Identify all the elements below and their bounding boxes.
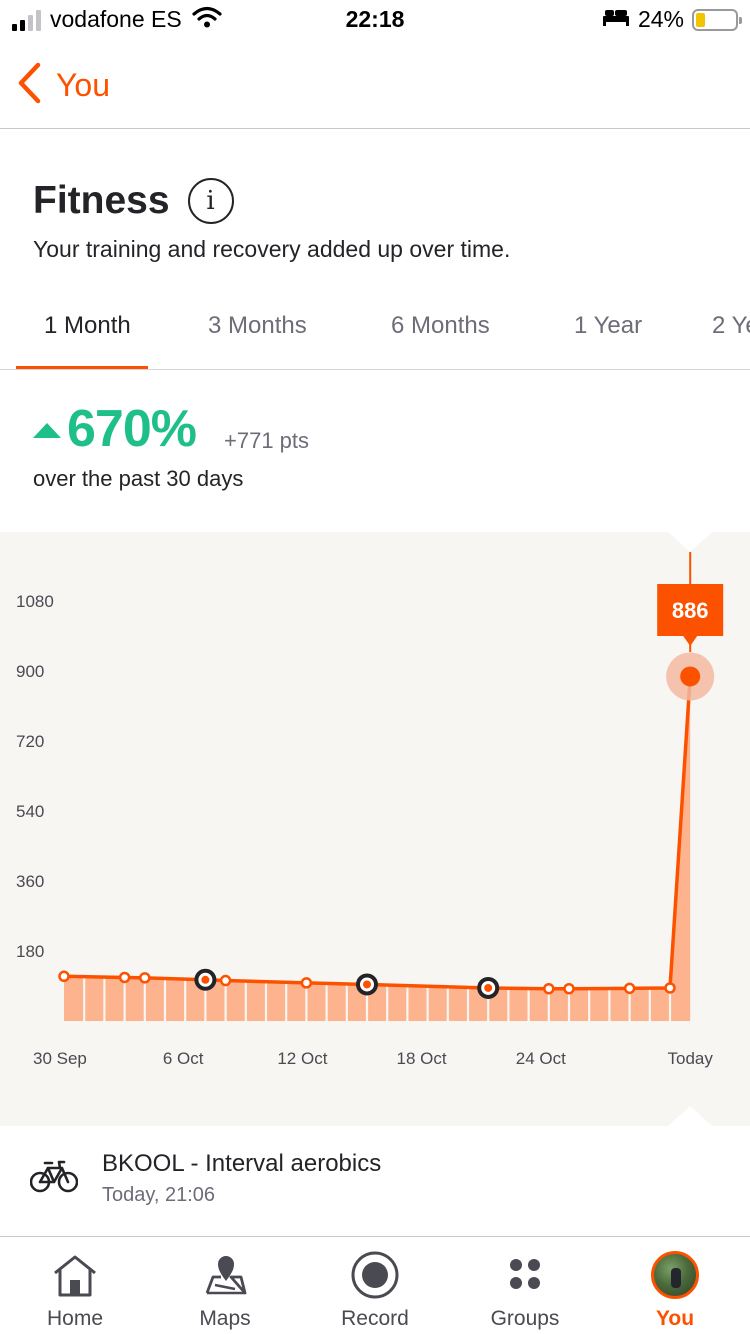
tab-2-years[interactable]: 2 Years <box>712 312 750 339</box>
active-tab-indicator <box>16 366 148 369</box>
y-tick-label: 540 <box>16 802 44 821</box>
y-tick-label: 720 <box>16 732 44 751</box>
tabbar-record[interactable]: Record <box>300 1237 450 1334</box>
status-bar: vodafone ES 22:18 24% <box>0 0 750 42</box>
tab-6-months[interactable]: 6 Months <box>391 312 490 339</box>
x-tick-label: 18 Oct <box>397 1049 447 1068</box>
y-tick-label: 900 <box>16 662 44 681</box>
area-fill <box>64 676 691 1021</box>
fitness-chart[interactable]: 1080 900 720 540 360 180 886 30 Sep 6 Oct 12 Oct 1… <box>0 532 750 1126</box>
tabbar-you-label: You <box>655 1307 695 1330</box>
x-tick-label: 24 Oct <box>516 1049 566 1068</box>
tabbar-groups[interactable]: Groups <box>450 1237 600 1334</box>
battery-icon <box>692 8 742 31</box>
back-label: You <box>56 67 110 103</box>
maps-icon <box>199 1249 251 1301</box>
data-point <box>118 971 131 984</box>
tooltip-box <box>657 584 724 636</box>
tab-1-month[interactable]: 1 Month <box>44 312 131 339</box>
tabbar-you[interactable]: You <box>600 1237 750 1334</box>
tabbar-record-label: Record <box>341 1307 409 1330</box>
data-point <box>623 982 636 995</box>
title-row: Fitness i <box>33 178 234 224</box>
selected-point <box>680 666 701 687</box>
x-tick-label: 30 Sep <box>33 1049 87 1068</box>
tabbar-maps[interactable]: Maps <box>150 1237 300 1334</box>
selection-notch-bottom <box>668 1106 713 1126</box>
battery-percent: 24% <box>637 6 684 32</box>
change-percent: 670% <box>67 400 197 458</box>
tabbar-groups-label: Groups <box>490 1307 560 1330</box>
groups-icon <box>499 1249 551 1301</box>
selection-notch-top <box>668 532 713 552</box>
tabbar-home-label: Home <box>46 1307 104 1330</box>
avatar <box>649 1249 701 1301</box>
tabbar-maps-label: Maps <box>199 1307 251 1330</box>
fitness-summary: 670% +771 pts over the past 30 days <box>33 398 309 492</box>
change-row: 670% +771 pts <box>33 398 309 460</box>
data-point <box>300 977 313 989</box>
nav-header: You <box>0 42 750 129</box>
info-symbol: i <box>206 186 215 216</box>
back-button[interactable]: You <box>16 62 110 109</box>
data-point <box>563 982 575 995</box>
x-tick-label: 6 Oct <box>163 1049 204 1068</box>
tab-1-year[interactable]: 1 Year <box>574 312 643 339</box>
signal-icon <box>12 9 41 31</box>
wifi-icon <box>192 6 222 33</box>
bed-icon <box>602 7 630 32</box>
x-tick-label: 12 Oct <box>277 1049 327 1068</box>
trend-up-icon <box>33 423 61 438</box>
tab-3-months[interactable]: 3 Months <box>208 312 307 339</box>
activity-time: Today, 21:06 <box>102 1184 216 1206</box>
range-tabs: 1 Month 3 Months 6 Months 1 Year 2 Years <box>0 292 750 370</box>
activity-point-core <box>363 980 371 989</box>
tabbar-home[interactable]: Home <box>0 1237 150 1334</box>
change-points: +771 pts <box>224 428 310 453</box>
y-tick-label: 180 <box>16 942 44 961</box>
data-point <box>543 982 555 995</box>
change-period: over the past 30 days <box>33 466 244 491</box>
data-point <box>139 972 151 984</box>
tooltip-value: 886 <box>672 598 709 623</box>
data-point <box>664 982 676 994</box>
bottom-tab-bar: Home Maps Record <box>0 1236 750 1334</box>
y-tick-label: 360 <box>16 872 44 891</box>
page-subtitle: Your training and recovery added up over… <box>33 236 511 262</box>
status-time: 22:18 <box>345 6 405 32</box>
bike-icon <box>29 1160 79 1199</box>
activity-point-core <box>201 975 210 984</box>
data-point <box>219 974 232 987</box>
page-title: Fitness <box>33 179 170 222</box>
status-left: vodafone ES <box>12 6 222 33</box>
x-tick-label: Today <box>668 1049 714 1068</box>
activity-point-core <box>484 983 493 992</box>
data-point <box>58 970 70 983</box>
fitness-chart-svg[interactable]: 1080 900 720 540 360 180 886 30 Sep 6 Oct 12 Oct 1… <box>0 532 750 1126</box>
activity-title: BKOOL - Interval aerobics <box>102 1150 382 1177</box>
tooltip-pointer <box>683 636 698 646</box>
status-right: 24% <box>602 6 742 33</box>
series-line <box>63 676 692 991</box>
chevron-left-icon <box>16 62 42 109</box>
carrier-name: vodafone ES <box>50 6 182 32</box>
home-icon <box>49 1249 101 1301</box>
y-tick-label: 1080 <box>16 592 54 611</box>
avatar-image <box>651 1251 699 1299</box>
record-icon <box>349 1249 401 1301</box>
activity-row[interactable]: BKOOL - Interval aerobics Today, 21:06 <box>0 1126 750 1236</box>
info-icon[interactable]: i <box>187 178 234 224</box>
